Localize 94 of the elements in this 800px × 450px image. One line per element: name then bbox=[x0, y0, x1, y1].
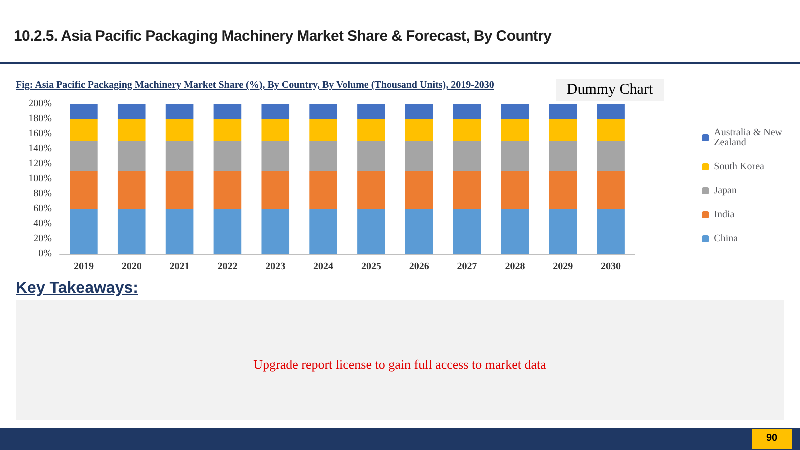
x-tick-label: 2019 bbox=[74, 262, 94, 272]
bar bbox=[214, 104, 242, 119]
bar bbox=[118, 209, 146, 254]
bar bbox=[358, 104, 386, 119]
bar bbox=[310, 172, 338, 209]
chart-title: 10.2.5. Asia Pacific Packaging Machinery Market Share & Forecast, By Country bbox=[14, 28, 552, 45]
y-tick-label: 0% bbox=[38, 248, 52, 260]
bar bbox=[549, 142, 578, 172]
bar bbox=[358, 119, 386, 142]
x-tick-label: 2027 bbox=[457, 262, 478, 272]
y-tick-label: 140% bbox=[28, 144, 52, 154]
y-tick-label: 60% bbox=[34, 204, 52, 214]
legend-label: Australia & New Zealand bbox=[714, 128, 786, 148]
text: Key Takeaways: bbox=[16, 280, 138, 298]
x-tick-label: 2025 bbox=[361, 262, 382, 272]
x-tick-label: 2024 bbox=[314, 262, 334, 272]
bar bbox=[405, 104, 434, 119]
bar bbox=[214, 142, 242, 172]
x-tick-label: 2026 bbox=[409, 262, 430, 272]
bar bbox=[118, 142, 146, 172]
y-tick-label: 200% bbox=[28, 98, 52, 110]
bar bbox=[453, 104, 482, 119]
bar bbox=[501, 209, 530, 254]
bar bbox=[597, 172, 625, 209]
bar bbox=[70, 172, 98, 209]
bar bbox=[214, 172, 242, 209]
text: 90 bbox=[752, 429, 792, 449]
chart-subtitle: Fig: Asia Pacific Packaging Machinery Market Share (%), By Country, By Volume (Thousand Units), 2019-2030 bbox=[16, 80, 494, 91]
legend-label: Japan bbox=[714, 186, 737, 196]
bar bbox=[118, 119, 146, 142]
bar bbox=[501, 104, 530, 119]
x-tick-label: 2029 bbox=[553, 262, 574, 272]
x-tick-label: 2022 bbox=[218, 262, 238, 272]
bar bbox=[549, 209, 578, 254]
legend-label: China bbox=[714, 234, 739, 244]
bar bbox=[501, 172, 530, 209]
bar bbox=[453, 142, 482, 172]
bar bbox=[262, 119, 290, 142]
bar bbox=[214, 209, 242, 254]
bar bbox=[453, 172, 482, 209]
bar bbox=[549, 104, 578, 119]
text: Upgrade report license to gain full access to market data bbox=[252, 357, 548, 373]
y-tick-label: 80% bbox=[34, 188, 52, 200]
bar bbox=[597, 142, 625, 172]
bar bbox=[310, 119, 338, 142]
bar bbox=[597, 209, 625, 254]
legend-label: South Korea bbox=[714, 162, 766, 172]
bar bbox=[70, 209, 98, 254]
bar bbox=[118, 172, 146, 209]
bar bbox=[310, 142, 338, 172]
bar bbox=[453, 119, 482, 142]
bar bbox=[70, 119, 98, 142]
bar bbox=[405, 172, 434, 209]
bar bbox=[166, 104, 194, 119]
bar bbox=[118, 104, 146, 119]
y-tick-label: 100% bbox=[28, 174, 52, 184]
text: Dummy Chart bbox=[556, 79, 664, 101]
bar bbox=[358, 172, 386, 209]
bar bbox=[166, 119, 194, 142]
bar bbox=[501, 142, 530, 172]
bar bbox=[358, 209, 386, 254]
y-tick-label: 20% bbox=[34, 234, 52, 244]
bar bbox=[262, 104, 290, 119]
x-tick-label: 2028 bbox=[505, 262, 526, 272]
bar bbox=[405, 119, 434, 142]
bar bbox=[310, 104, 338, 119]
x-tick-label: 2023 bbox=[266, 262, 286, 272]
bar bbox=[549, 119, 578, 142]
y-tick-label: 120% bbox=[28, 158, 52, 170]
bar bbox=[214, 119, 242, 142]
bar bbox=[166, 142, 194, 172]
x-tick-label: 2020 bbox=[122, 262, 142, 272]
legend-label: India bbox=[714, 210, 736, 220]
bar bbox=[262, 172, 290, 209]
bar bbox=[597, 104, 625, 119]
bar bbox=[358, 142, 386, 172]
bar bbox=[501, 119, 530, 142]
x-tick-label: 2030 bbox=[601, 262, 622, 272]
bar bbox=[310, 209, 338, 254]
bar bbox=[405, 142, 434, 172]
bar bbox=[262, 142, 290, 172]
bar bbox=[70, 104, 98, 119]
bar bbox=[70, 142, 98, 172]
y-tick-label: 180% bbox=[28, 114, 52, 124]
bar bbox=[262, 209, 290, 254]
bar bbox=[405, 209, 434, 254]
bar bbox=[166, 172, 194, 209]
y-tick-label: 40% bbox=[34, 218, 52, 230]
x-tick-label: 2021 bbox=[170, 262, 190, 272]
bar bbox=[166, 209, 194, 254]
bar bbox=[549, 172, 578, 209]
y-tick-label: 160% bbox=[28, 128, 52, 140]
bar bbox=[597, 119, 625, 142]
bar bbox=[453, 209, 482, 254]
